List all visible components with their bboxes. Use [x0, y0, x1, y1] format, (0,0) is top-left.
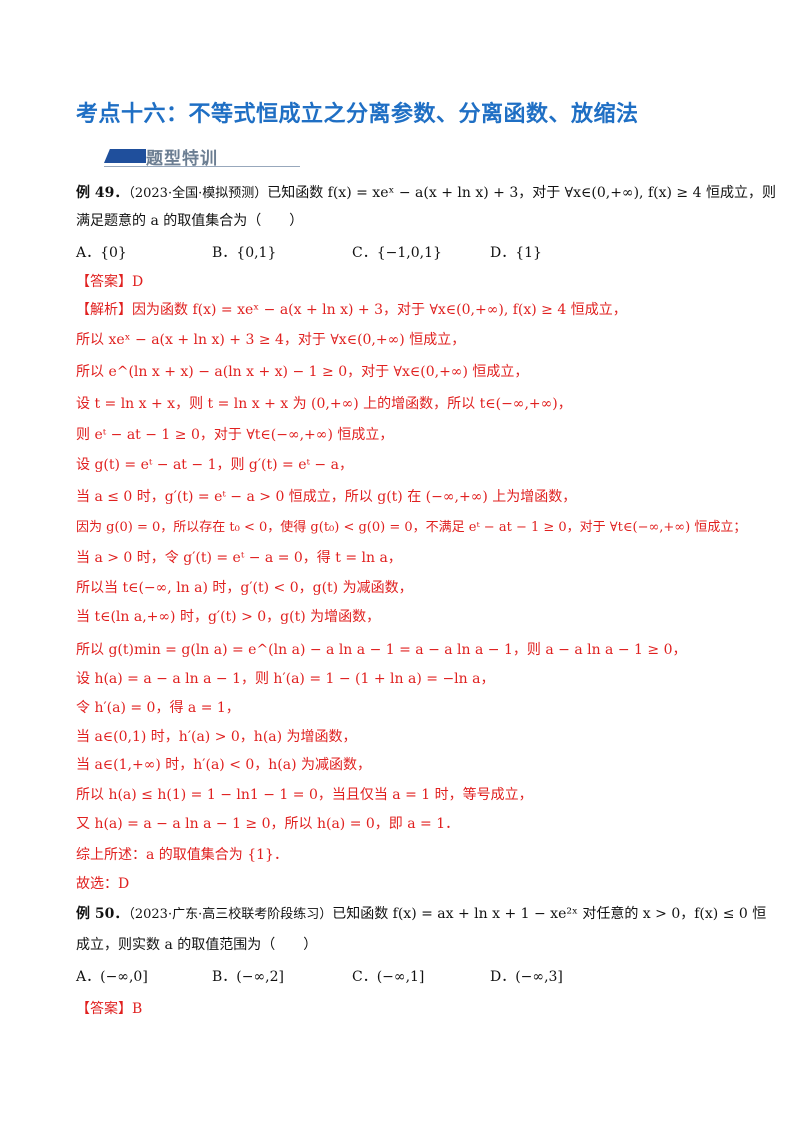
ex49-step-6: 设 g(t) = eᵗ − at − 1，则 g′(t) = eᵗ − a， — [76, 457, 353, 473]
ex50-stem-line-1: 例 50．（2023·广东·高三校联考阶段练习）已知函数 f(x) = ax +… — [76, 904, 766, 925]
ex49-answer: 【答案】D — [76, 274, 144, 290]
ex49-step-4: 设 t = ln x + x，则 t = ln x + x 为 (0,+∞) 上… — [76, 396, 572, 412]
ex49-step-11: 当 t∈(ln a,+∞) 时，g′(t) > 0，g(t) 为增函数， — [76, 609, 381, 625]
ex50-option-d: D．(−∞,3] — [490, 969, 563, 985]
ex50-label: 例 50． — [76, 906, 129, 922]
ex49-option-b: B．{0,1} — [212, 245, 277, 261]
ex49-stem-1: 已知函数 f(x) = xeˣ − a(x + ln x) + 3，对于 ∀x∈… — [267, 185, 776, 201]
ex49-step-1: 【解析】因为函数 f(x) = xeˣ − a(x + ln x) + 3，对于… — [76, 300, 627, 320]
ex49-stem-2: 满足题意的 a 的取值集合为（ ） — [76, 213, 304, 229]
ex49-stem-line-1: 例 49．（2023·全国·模拟预测）已知函数 f(x) = xeˣ − a(x… — [76, 183, 776, 204]
ex49-choice: 故选：D — [76, 876, 130, 892]
ex49-analysis-tag: 【解析】 — [76, 302, 132, 318]
page-title: 考点十六：不等式恒成立之分离参数、分离函数、放缩法 — [76, 102, 639, 127]
ex49-step-16: 当 a∈(1,+∞) 时，h′(a) < 0，h(a) 为减函数， — [76, 757, 372, 773]
ex49-step-2: 所以 xeˣ − a(x + ln x) + 3 ≥ 4，对于 ∀x∈(0,+∞… — [76, 332, 466, 348]
ex49-step-10: 所以当 t∈(−∞, ln a) 时，g′(t) < 0，g(t) 为减函数， — [76, 580, 413, 596]
ex50-source: （2023·广东·高三校联考阶段练习） — [128, 907, 333, 922]
ex50-answer: 【答案】B — [76, 1001, 143, 1017]
ex49-step-5: 则 eᵗ − at − 1 ≥ 0，对于 ∀t∈(−∞,+∞) 恒成立， — [76, 427, 394, 443]
ex49-label: 例 49． — [76, 185, 129, 201]
banner-bar — [104, 149, 146, 163]
ex49-step-17: 所以 h(a) ≤ h(1) = 1 − ln1 − 1 = 0，当且仅当 a … — [76, 787, 533, 803]
banner-label: 题型特训 — [146, 149, 218, 169]
ex49-step-9: 当 a > 0 时，令 g′(t) = eᵗ − a = 0，得 t = ln … — [76, 550, 402, 566]
ex50-option-b: B．(−∞,2] — [212, 969, 284, 985]
ex49-step-13: 设 h(a) = a − a ln a − 1，则 h′(a) = 1 − (1… — [76, 671, 495, 687]
section-banner: 题型特训 — [104, 145, 300, 171]
ex49-step-7: 当 a ≤ 0 时，g′(t) = eᵗ − a > 0 恒成立，所以 g(t)… — [76, 489, 577, 505]
ex49-step-14: 令 h′(a) = 0，得 a = 1， — [76, 700, 240, 716]
ex50-stem-1: 已知函数 f(x) = ax + ln x + 1 − xe²ˣ 对任意的 x … — [332, 906, 767, 922]
ex49-option-a: A．{0} — [76, 245, 127, 261]
ex49-step-1-text: 因为函数 f(x) = xeˣ − a(x + ln x) + 3，对于 ∀x∈… — [132, 302, 627, 318]
ex50-option-a: A．(−∞,0] — [76, 969, 148, 985]
ex50-stem-2: 成立，则实数 a 的取值范围为（ ） — [76, 937, 318, 953]
ex49-option-d: D．{1} — [490, 245, 542, 261]
ex50-option-c: C．(−∞,1] — [352, 969, 425, 985]
ex49-step-8: 因为 g(0) = 0，所以存在 t₀ < 0，使得 g(t₀) < g(0) … — [76, 520, 747, 535]
ex49-source: （2023·全国·模拟预测） — [128, 186, 268, 201]
banner-rule — [104, 166, 300, 167]
ex49-step-3: 所以 e^(ln x + x) − a(ln x + x) − 1 ≥ 0，对于… — [76, 364, 529, 380]
ex49-step-12: 所以 g(t)min = g(ln a) = e^(ln a) − a ln a… — [76, 642, 687, 658]
ex49-summary: 综上所述：a 的取值集合为 {1}． — [76, 847, 288, 863]
ex49-step-15: 当 a∈(0,1) 时，h′(a) > 0，h(a) 为增函数， — [76, 729, 357, 745]
ex49-option-c: C．{−1,0,1} — [352, 245, 442, 261]
ex49-step-18: 又 h(a) = a − a ln a − 1 ≥ 0，所以 h(a) = 0，… — [76, 816, 460, 832]
